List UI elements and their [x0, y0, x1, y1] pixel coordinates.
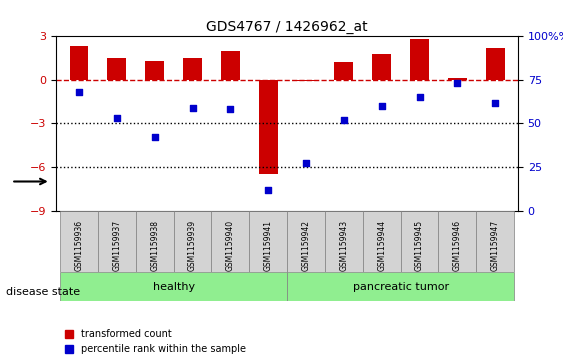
Point [188, 105, 197, 111]
Title: GDS4767 / 1426962_at: GDS4767 / 1426962_at [206, 20, 368, 34]
Text: disease state: disease state [6, 287, 80, 297]
Text: GSM1159939: GSM1159939 [188, 220, 197, 271]
Point [302, 160, 311, 166]
Bar [410, 39, 429, 80]
Text: GSM1159946: GSM1159946 [453, 220, 462, 271]
Point [226, 107, 235, 113]
FancyBboxPatch shape [287, 272, 514, 301]
Text: GSM1159947: GSM1159947 [491, 220, 500, 271]
FancyBboxPatch shape [287, 211, 325, 272]
Point [415, 94, 424, 100]
Text: GSM1159941: GSM1159941 [263, 220, 272, 271]
FancyBboxPatch shape [98, 211, 136, 272]
Text: GSM1159938: GSM1159938 [150, 220, 159, 271]
Point [453, 81, 462, 86]
FancyBboxPatch shape [249, 211, 287, 272]
Bar [297, 80, 315, 81]
Point [491, 99, 500, 105]
FancyBboxPatch shape [476, 211, 514, 272]
Bar [486, 48, 504, 80]
Point [377, 103, 386, 109]
FancyBboxPatch shape [60, 272, 287, 301]
Bar [259, 80, 278, 174]
Point [263, 187, 272, 192]
Text: GSM1159940: GSM1159940 [226, 220, 235, 271]
FancyBboxPatch shape [60, 211, 98, 272]
Legend: transformed count, percentile rank within the sample: transformed count, percentile rank withi… [61, 326, 249, 358]
Text: GSM1159945: GSM1159945 [415, 220, 424, 271]
Bar [372, 54, 391, 80]
Bar [334, 62, 354, 80]
Text: healthy: healthy [153, 282, 195, 292]
Text: GSM1159943: GSM1159943 [339, 220, 348, 271]
FancyBboxPatch shape [439, 211, 476, 272]
Bar [108, 58, 126, 80]
FancyBboxPatch shape [401, 211, 439, 272]
FancyBboxPatch shape [325, 211, 363, 272]
Point [339, 117, 348, 123]
Bar [183, 58, 202, 80]
Text: GSM1159944: GSM1159944 [377, 220, 386, 271]
Bar [70, 46, 88, 80]
Point [150, 134, 159, 140]
Text: pancreatic tumor: pancreatic tumor [352, 282, 449, 292]
FancyBboxPatch shape [363, 211, 401, 272]
FancyBboxPatch shape [173, 211, 212, 272]
Point [74, 89, 83, 95]
Text: GSM1159936: GSM1159936 [74, 220, 83, 271]
Point [113, 115, 122, 121]
Text: GSM1159937: GSM1159937 [113, 220, 122, 271]
FancyBboxPatch shape [136, 211, 173, 272]
Text: GSM1159942: GSM1159942 [302, 220, 311, 271]
Bar [145, 61, 164, 80]
FancyBboxPatch shape [212, 211, 249, 272]
Bar [221, 51, 240, 80]
Bar [448, 78, 467, 80]
